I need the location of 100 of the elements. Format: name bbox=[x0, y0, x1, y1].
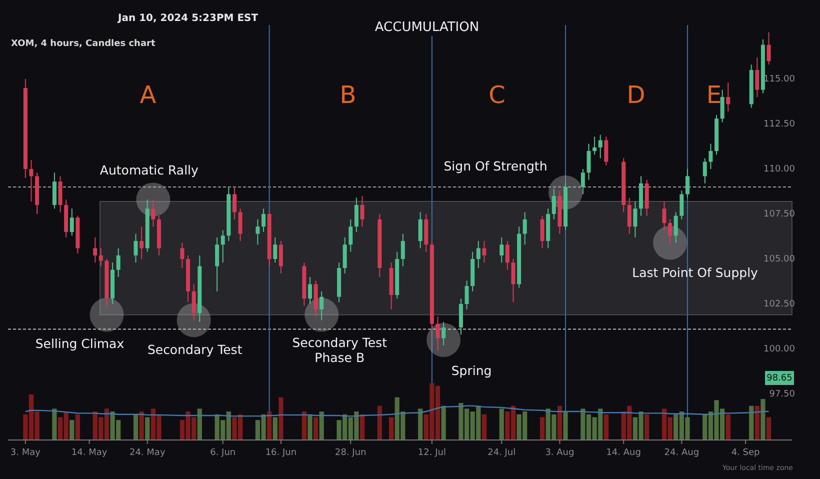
candlestick bbox=[348, 218, 353, 252]
bar bbox=[749, 406, 754, 440]
candlestick bbox=[278, 240, 283, 274]
candlestick bbox=[273, 236, 278, 264]
candlestick bbox=[592, 136, 597, 156]
candlestick bbox=[720, 89, 724, 123]
candlestick bbox=[320, 290, 324, 321]
candlestick bbox=[755, 56, 760, 98]
candlestick bbox=[500, 236, 504, 264]
candlestick bbox=[458, 298, 463, 336]
bar bbox=[418, 408, 423, 440]
candlestick bbox=[505, 240, 510, 270]
candlestick bbox=[522, 212, 527, 246]
annotation: B bbox=[340, 81, 356, 109]
candlestick bbox=[400, 233, 405, 267]
text: Jan 10, 2024 5:23PM EST bbox=[117, 13, 258, 24]
x-tick-label: 14. Aug bbox=[606, 448, 641, 458]
candlestick bbox=[668, 218, 672, 246]
x-tick-label: 24. Aug bbox=[664, 448, 700, 458]
candlestick bbox=[726, 82, 730, 112]
bar bbox=[388, 417, 394, 440]
y-tick-label: 112.50 bbox=[764, 119, 796, 130]
candlestick bbox=[464, 280, 469, 310]
candlestick bbox=[354, 197, 358, 232]
y-tick-label: 107.50 bbox=[764, 209, 796, 220]
candlestick bbox=[151, 199, 156, 228]
candlestick bbox=[256, 218, 260, 246]
bar bbox=[557, 406, 562, 440]
y-tick-label: 105.00 bbox=[764, 254, 796, 264]
bar bbox=[139, 412, 144, 440]
annotation: C bbox=[488, 81, 506, 109]
candlestick bbox=[192, 284, 196, 321]
candlestick bbox=[580, 168, 585, 195]
x-tick-label: 4. Sep bbox=[731, 448, 760, 458]
bar bbox=[302, 412, 306, 440]
candlestick bbox=[180, 242, 184, 268]
candlestick bbox=[220, 230, 225, 264]
bar bbox=[319, 412, 324, 440]
candlestick bbox=[308, 276, 312, 304]
candlestick bbox=[436, 316, 440, 352]
bar bbox=[197, 408, 202, 440]
candlestick bbox=[766, 32, 771, 66]
x-tick-label: 28. Jun bbox=[335, 448, 366, 458]
annotation: D bbox=[626, 81, 646, 109]
bar bbox=[604, 414, 608, 440]
annotation: 98.65 bbox=[766, 373, 792, 384]
candlestick bbox=[598, 134, 602, 159]
candlestick bbox=[708, 143, 713, 170]
candlestick bbox=[552, 188, 556, 220]
candlestick bbox=[662, 200, 666, 231]
bar bbox=[278, 397, 284, 440]
bar bbox=[377, 406, 382, 440]
bar bbox=[540, 417, 545, 440]
y-tick-label: 97.50 bbox=[769, 389, 796, 400]
x-tick-label: 16. Jun bbox=[265, 448, 297, 458]
bar bbox=[52, 408, 57, 440]
x-tick-label: 3. Aug bbox=[545, 448, 574, 458]
x-tick-label: 12. Jul bbox=[418, 448, 446, 458]
candlestick bbox=[604, 136, 608, 166]
candlestick bbox=[93, 236, 98, 264]
candlestick bbox=[418, 212, 422, 249]
candlestick bbox=[674, 212, 678, 244]
annotation: A bbox=[140, 81, 157, 109]
bar bbox=[75, 414, 80, 440]
y-tick-label: 100.00 bbox=[764, 344, 796, 354]
candlestick bbox=[680, 190, 684, 220]
bar bbox=[760, 398, 766, 440]
bar bbox=[644, 414, 650, 440]
annotation: Automatic Rally bbox=[100, 163, 200, 178]
candlestick bbox=[140, 226, 144, 260]
candlestick bbox=[442, 322, 446, 346]
bar bbox=[766, 417, 772, 440]
bar bbox=[726, 414, 730, 440]
candlestick bbox=[58, 176, 62, 213]
annotation: Spring bbox=[451, 363, 492, 378]
text: XOM, 4 hours, Candles chart bbox=[11, 39, 156, 49]
bar bbox=[308, 414, 312, 440]
x-tick-label: 6. Jun bbox=[210, 448, 236, 458]
annotation: Secondary Test Phase B bbox=[292, 335, 388, 366]
candlestick bbox=[134, 233, 138, 264]
candlestick bbox=[232, 186, 236, 220]
candlestick bbox=[633, 200, 638, 238]
bar bbox=[499, 408, 504, 440]
bar bbox=[70, 420, 74, 440]
candlestick bbox=[262, 208, 266, 232]
bar bbox=[441, 406, 446, 440]
bar bbox=[133, 414, 138, 440]
bar bbox=[267, 412, 272, 440]
candlestick bbox=[540, 215, 544, 249]
annotation: Secondary Test bbox=[147, 342, 242, 358]
candlestick bbox=[476, 240, 480, 268]
bar bbox=[313, 417, 318, 440]
x-tick-label: 24. May bbox=[129, 448, 166, 458]
chart-title: ACCUMULATION bbox=[374, 20, 480, 35]
candlestick bbox=[702, 158, 707, 184]
annotation: E bbox=[706, 81, 722, 109]
bar bbox=[563, 412, 568, 440]
candlestick bbox=[342, 236, 347, 274]
bar bbox=[360, 414, 365, 440]
candlestick bbox=[98, 248, 103, 267]
